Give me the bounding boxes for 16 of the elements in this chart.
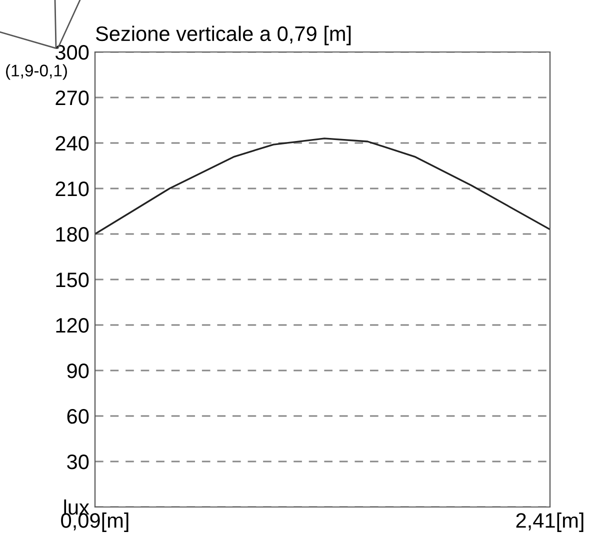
text: (1,9-0,1) <box>6 64 67 80</box>
y-tick-label: 60 <box>67 409 89 424</box>
y-tick-label: lux <box>64 499 90 515</box>
y-tick-label: 240 <box>56 136 89 151</box>
line-series <box>95 138 550 235</box>
x-tick-label: 0,09[m] <box>61 512 128 532</box>
y-tick-label: 300 <box>55 45 89 60</box>
y-tick-label: 150 <box>56 272 89 288</box>
y-tick-label: 120 <box>56 318 89 333</box>
y-tick-label: 270 <box>56 90 89 106</box>
x-tick-label: 2,41[m] <box>516 512 584 532</box>
y-tick-label: 210 <box>56 182 89 196</box>
y-tick-label: 30 <box>67 454 89 470</box>
y-tick-label: 180 <box>56 227 89 242</box>
y-tick-label: 90 <box>67 364 89 378</box>
chart-title: Sezione verticale a 0,79 [m] <box>96 26 351 46</box>
